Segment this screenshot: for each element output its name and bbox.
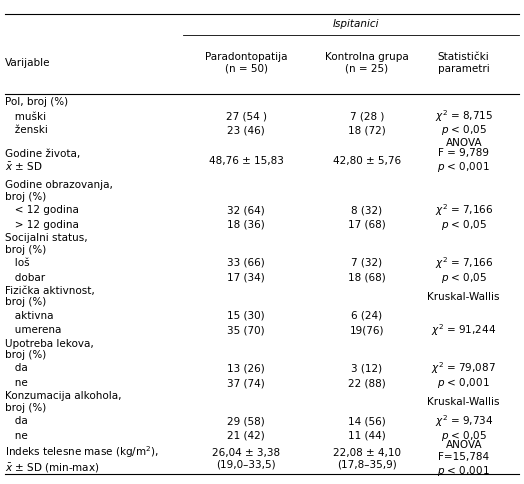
Text: 7 (32): 7 (32)	[351, 257, 383, 268]
Text: loš: loš	[5, 257, 30, 268]
Text: $\chi^2$ = 91,244: $\chi^2$ = 91,244	[431, 322, 496, 337]
Text: 48,76 ± 15,83: 48,76 ± 15,83	[209, 156, 283, 166]
Text: $p$ < 0,05: $p$ < 0,05	[441, 428, 487, 442]
Text: 26,04 ± 3,38
(19,0–33,5): 26,04 ± 3,38 (19,0–33,5)	[212, 448, 280, 469]
Text: 29 (58): 29 (58)	[227, 415, 265, 425]
Text: da: da	[5, 363, 28, 373]
Text: Varijable: Varijable	[5, 58, 51, 68]
Text: 22 (88): 22 (88)	[348, 377, 386, 387]
Text: ne: ne	[5, 430, 28, 440]
Text: Godine obrazovanja,
broj (%): Godine obrazovanja, broj (%)	[5, 180, 113, 202]
Text: 18 (68): 18 (68)	[348, 272, 386, 282]
Text: $p$ < 0,05: $p$ < 0,05	[441, 270, 487, 284]
Text: 19(76): 19(76)	[350, 325, 384, 334]
Text: 14 (56): 14 (56)	[348, 415, 386, 425]
Text: Kruskal-Wallis: Kruskal-Wallis	[428, 291, 500, 301]
Text: Indeks telesne mase (kg/m$^2$),
$\bar{x}$ ± SD (min-max): Indeks telesne mase (kg/m$^2$), $\bar{x}…	[5, 443, 159, 474]
Text: 6 (24): 6 (24)	[351, 310, 383, 320]
Text: ženski: ženski	[5, 125, 48, 135]
Text: Kruskal-Wallis: Kruskal-Wallis	[428, 396, 500, 406]
Text: dobar: dobar	[5, 272, 46, 282]
Text: da: da	[5, 415, 28, 425]
Text: $p$ < 0,05: $p$ < 0,05	[441, 217, 487, 231]
Text: 32 (64): 32 (64)	[227, 205, 265, 215]
Text: 21 (42): 21 (42)	[227, 430, 265, 440]
Text: 13 (26): 13 (26)	[227, 363, 265, 373]
Text: 11 (44): 11 (44)	[348, 430, 386, 440]
Text: 8 (32): 8 (32)	[351, 205, 383, 215]
Text: Ispitanici: Ispitanici	[333, 19, 379, 29]
Text: < 12 godina: < 12 godina	[5, 205, 79, 215]
Text: Fizička aktivnost,
broj (%): Fizička aktivnost, broj (%)	[5, 285, 95, 307]
Text: 23 (46): 23 (46)	[227, 125, 265, 135]
Text: $\chi^2$ = 7,166: $\chi^2$ = 7,166	[434, 202, 493, 218]
Text: $\chi^2$ = 79,087: $\chi^2$ = 79,087	[431, 360, 496, 376]
Text: $p$ < 0,001: $p$ < 0,001	[438, 375, 490, 389]
Text: $\chi^2$ = 9,734: $\chi^2$ = 9,734	[434, 412, 493, 428]
Text: 7 (28 ): 7 (28 )	[350, 111, 384, 121]
Text: 18 (36): 18 (36)	[227, 219, 265, 229]
Text: 17 (34): 17 (34)	[227, 272, 265, 282]
Text: aktivna: aktivna	[5, 310, 54, 320]
Text: 22,08 ± 4,10
(17,8–35,9): 22,08 ± 4,10 (17,8–35,9)	[333, 448, 401, 469]
Text: Paradontopatija
(n = 50): Paradontopatija (n = 50)	[205, 52, 288, 74]
Text: Godine života,
$\bar{x}$ ± SD: Godine života, $\bar{x}$ ± SD	[5, 149, 81, 173]
Text: ANOVA
F=15,784
$p$ < 0,001: ANOVA F=15,784 $p$ < 0,001	[438, 439, 490, 477]
Text: ne: ne	[5, 377, 28, 387]
Text: Pol, broj (%): Pol, broj (%)	[5, 97, 68, 106]
Text: F = 9,789
$p$ < 0,001: F = 9,789 $p$ < 0,001	[438, 148, 490, 174]
Text: 27 (54 ): 27 (54 )	[226, 111, 267, 121]
Text: 18 (72): 18 (72)	[348, 125, 386, 135]
Text: Statistički
parametri: Statistički parametri	[438, 52, 489, 74]
Text: Konzumacija alkohola,
broj (%): Konzumacija alkohola, broj (%)	[5, 391, 122, 412]
Text: Kontrolna grupa
(n = 25): Kontrolna grupa (n = 25)	[325, 52, 409, 74]
Text: $p$ < 0,05: $p$ < 0,05	[441, 123, 487, 137]
Text: $\chi^2$ = 7,166: $\chi^2$ = 7,166	[434, 255, 493, 271]
Text: 33 (66): 33 (66)	[227, 257, 265, 268]
Text: ANOVA: ANOVA	[445, 137, 482, 147]
Text: 42,80 ± 5,76: 42,80 ± 5,76	[333, 156, 401, 166]
Text: $\chi^2$ = 8,715: $\chi^2$ = 8,715	[435, 108, 493, 124]
Text: Socijalni status,
broj (%): Socijalni status, broj (%)	[5, 233, 88, 254]
Text: 15 (30): 15 (30)	[227, 310, 265, 320]
Text: 17 (68): 17 (68)	[348, 219, 386, 229]
Text: 35 (70): 35 (70)	[227, 325, 265, 334]
Text: umerena: umerena	[5, 325, 62, 334]
Text: muški: muški	[5, 111, 46, 121]
Text: 3 (12): 3 (12)	[351, 363, 383, 373]
Text: Upotreba lekova,
broj (%): Upotreba lekova, broj (%)	[5, 338, 94, 360]
Text: > 12 godina: > 12 godina	[5, 219, 79, 229]
Text: 37 (74): 37 (74)	[227, 377, 265, 387]
